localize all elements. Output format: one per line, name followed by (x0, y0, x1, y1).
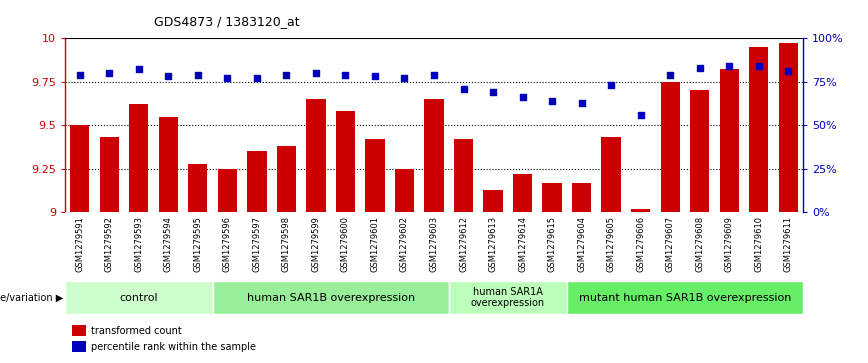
Bar (70, 125, 89, 212)
Bar (188, 164, 207, 212)
Point (279, 72, 293, 78)
Bar (247, 151, 266, 212)
Text: GSM1279594: GSM1279594 (164, 216, 173, 272)
Point (339, 72, 352, 78)
Bar (720, 69, 739, 212)
Text: GSM1279610: GSM1279610 (754, 216, 763, 272)
Point (604, 82, 618, 88)
Text: GDS4873 / 1383120_at: GDS4873 / 1383120_at (154, 15, 299, 28)
Bar (72, 341, 86, 352)
Bar (129, 104, 148, 212)
Point (398, 75, 411, 81)
Bar (277, 146, 296, 212)
Point (191, 72, 205, 78)
Bar (213, 281, 449, 314)
Bar (483, 190, 503, 212)
Text: transformed count: transformed count (91, 326, 181, 336)
Bar (65, 281, 213, 314)
Point (73, 72, 87, 78)
Point (132, 66, 146, 72)
Bar (779, 43, 798, 212)
Point (161, 74, 175, 79)
Point (722, 63, 736, 69)
Text: GSM1279592: GSM1279592 (105, 216, 114, 272)
Text: GSM1279609: GSM1279609 (725, 216, 733, 272)
Text: control: control (120, 293, 158, 303)
Text: GSM1279612: GSM1279612 (459, 216, 468, 272)
Bar (567, 281, 803, 314)
Point (220, 75, 234, 81)
Bar (159, 117, 178, 212)
Text: GSM1279591: GSM1279591 (76, 216, 84, 272)
Point (102, 70, 116, 76)
Text: GSM1279595: GSM1279595 (194, 216, 202, 272)
Bar (631, 209, 650, 212)
Point (309, 70, 323, 76)
Bar (690, 90, 709, 212)
Text: GSM1279604: GSM1279604 (577, 216, 586, 272)
Text: percentile rank within the sample: percentile rank within the sample (91, 342, 256, 352)
Bar (749, 47, 768, 212)
Text: GSM1279597: GSM1279597 (253, 216, 261, 272)
Bar (424, 99, 444, 212)
Point (781, 68, 795, 74)
Bar (72, 325, 86, 336)
Point (545, 98, 559, 104)
Bar (100, 138, 119, 212)
Text: GSM1279605: GSM1279605 (607, 216, 615, 272)
Text: GSM1279614: GSM1279614 (518, 216, 527, 272)
Point (663, 72, 677, 78)
Point (634, 112, 648, 118)
Text: human SAR1A
overexpression: human SAR1A overexpression (470, 287, 545, 309)
Bar (661, 82, 680, 212)
Text: GSM1279598: GSM1279598 (282, 216, 291, 272)
Bar (542, 183, 562, 212)
Bar (602, 138, 621, 212)
Point (575, 100, 589, 106)
Bar (454, 139, 473, 212)
Text: GSM1279608: GSM1279608 (695, 216, 704, 272)
Point (693, 65, 707, 71)
Bar (395, 169, 414, 212)
Point (457, 86, 470, 91)
Bar (572, 183, 591, 212)
Text: GSM1279601: GSM1279601 (371, 216, 379, 272)
Point (486, 89, 500, 95)
Bar (306, 99, 326, 212)
Text: mutant human SAR1B overexpression: mutant human SAR1B overexpression (579, 293, 791, 303)
Point (250, 75, 264, 81)
Text: GSM1279611: GSM1279611 (784, 216, 792, 272)
Text: GSM1279599: GSM1279599 (312, 216, 320, 272)
Text: GSM1279606: GSM1279606 (636, 216, 645, 272)
Point (516, 94, 529, 100)
Point (368, 74, 382, 79)
Text: GSM1279603: GSM1279603 (430, 216, 438, 272)
Point (427, 72, 441, 78)
Text: human SAR1B overexpression: human SAR1B overexpression (247, 293, 415, 303)
Bar (513, 174, 532, 212)
Text: GSM1279600: GSM1279600 (341, 216, 350, 272)
Text: GSM1279602: GSM1279602 (400, 216, 409, 272)
Text: GSM1279596: GSM1279596 (223, 216, 232, 272)
Bar (336, 111, 355, 212)
Text: genotype/variation ▶: genotype/variation ▶ (0, 293, 63, 303)
Bar (218, 169, 237, 212)
Text: GSM1279607: GSM1279607 (666, 216, 674, 272)
Bar (449, 281, 567, 314)
Bar (365, 139, 385, 212)
Point (752, 63, 766, 69)
Text: GSM1279593: GSM1279593 (135, 216, 143, 272)
Text: GSM1279613: GSM1279613 (489, 216, 497, 272)
Text: GSM1279615: GSM1279615 (548, 216, 556, 272)
